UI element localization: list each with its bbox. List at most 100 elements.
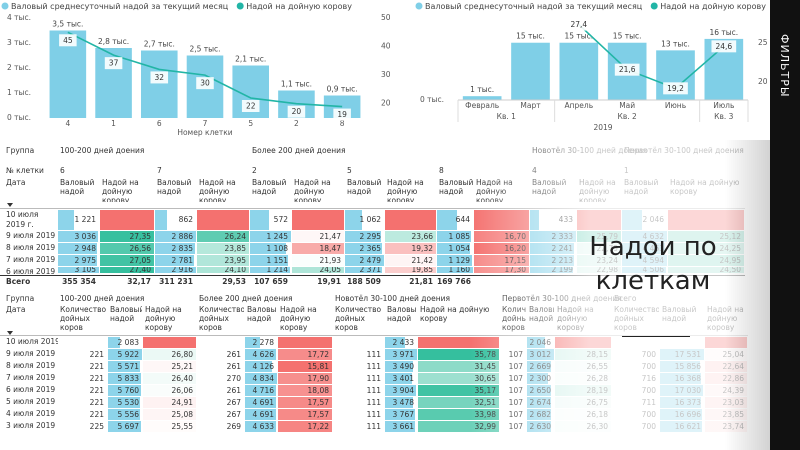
cell-value: 2 886 <box>171 232 193 241</box>
sidebar-label[interactable]: ФИЛЬТРЫ <box>778 34 791 98</box>
date-cell: 6 июля 2019 г. <box>6 385 58 394</box>
column-header: Надой на дойную корову <box>102 178 139 202</box>
cell-value: 2 433 <box>392 338 414 347</box>
column-header: Валовый надой <box>247 305 277 323</box>
table-cell: 5 922 <box>108 349 142 360</box>
cell-value: 25,55 <box>171 422 193 431</box>
cell-value: 2 371 <box>359 267 381 273</box>
cell-value: 1 129 <box>448 256 470 265</box>
line-value-label: 45 <box>63 36 73 45</box>
date-cell: 7 июля 2019 г. <box>6 373 58 382</box>
table-cell: 1 214 <box>250 267 291 273</box>
cell-value: 1 062 <box>359 215 381 224</box>
line-value-label: 22 <box>246 102 256 111</box>
date-cell: 10 июля 2019 г. <box>6 337 58 346</box>
cell-value: 24,10 <box>224 267 246 273</box>
data-bar <box>108 337 120 348</box>
cell-value: 4 126 <box>252 362 274 371</box>
date-cell: 4 июля 2019 г. <box>6 409 58 418</box>
bar-value-label: 1 тыс. <box>470 85 494 94</box>
data-bar <box>437 210 457 230</box>
cell-value: 25,08 <box>171 410 193 419</box>
bar <box>462 96 502 100</box>
table-cell: 26,80 <box>143 349 196 360</box>
cell-value: 17,57 <box>307 398 329 407</box>
data-bar <box>385 409 416 420</box>
data-bar <box>245 337 261 348</box>
cell-value: 25,21 <box>171 362 193 371</box>
table-cell: 111 <box>333 385 384 396</box>
cell-value: 2 365 <box>359 244 381 253</box>
cell-value: 23,85 <box>224 244 246 253</box>
cell-value: 111 <box>366 422 381 431</box>
table-cell: 3 478 <box>385 397 417 408</box>
table-cell: 4 633 <box>245 421 277 432</box>
data-bar <box>385 337 405 348</box>
group-label: Более 200 дней доения <box>199 294 293 303</box>
cell-value: 1 108 <box>266 244 288 253</box>
bar-value-label: 2,7 тыс. <box>144 40 175 49</box>
sidebar[interactable]: ФИЛЬТРЫ <box>770 0 800 450</box>
table-cell: 3 971 <box>385 349 417 360</box>
table-cell: 267 <box>197 409 244 420</box>
data-bar <box>108 421 141 432</box>
table-cell: 261 <box>197 361 244 372</box>
cell-value <box>58 337 107 348</box>
cell-value: 111 <box>366 350 381 359</box>
y-tick-label: 0 тыс. <box>420 95 444 104</box>
data-bar <box>245 385 277 396</box>
table-cell: 1 221 <box>58 210 99 230</box>
cell-value: 2 948 <box>74 244 96 253</box>
line-label-box <box>614 63 640 76</box>
data-bar <box>155 267 196 273</box>
table-cell: 23,95 <box>197 255 249 266</box>
date-cell: 9 июля 2019 г. <box>6 231 58 240</box>
cell-value: 5 530 <box>117 398 139 407</box>
table-cell: 21,47 <box>292 231 344 242</box>
cell-value: 26,06 <box>171 386 193 395</box>
table-cell: 1 108 <box>250 243 291 254</box>
table-cell: 5 571 <box>108 361 142 372</box>
data-bar <box>58 255 98 266</box>
data-bar <box>345 255 384 266</box>
y2-tick-label: 50 <box>381 13 391 22</box>
cell-value: 225 <box>89 422 104 431</box>
column-header: Надой на дойную корову <box>420 305 490 323</box>
date-cell: 6 июля 2019 г. <box>6 267 58 274</box>
bar-value-label: 15 тыс. <box>564 32 593 41</box>
cell-value: 17,22 <box>307 422 329 431</box>
x-tick-label: 8 <box>340 119 345 128</box>
cell-value <box>385 210 436 230</box>
cell-value: 2 479 <box>359 256 381 265</box>
table-cell <box>278 337 332 348</box>
table-cell: 17,22 <box>278 421 332 432</box>
y2-tick-label: 20 <box>381 99 391 108</box>
column-header: Надой на дойную корову <box>280 305 317 332</box>
table-cell: 3 661 <box>385 421 417 432</box>
data-bar <box>345 210 362 230</box>
table-cell: 1 129 <box>437 255 473 266</box>
total-cell: 32,17 <box>127 277 151 286</box>
cell-value: 2 781 <box>171 256 193 265</box>
table-cell: 17,90 <box>278 373 332 384</box>
table-cell: 111 <box>333 361 384 372</box>
table-cell: 221 <box>58 385 107 396</box>
cell-value: 221 <box>89 374 104 383</box>
line <box>578 23 725 90</box>
table-cell: 2 781 <box>155 255 196 266</box>
table-cell <box>143 337 196 348</box>
cell-value: 1 245 <box>266 232 288 241</box>
cell-value: 27,35 <box>129 232 151 241</box>
cell-value: 26,80 <box>171 350 193 359</box>
cell-value: 4 834 <box>252 374 274 383</box>
table-cell: 2 371 <box>345 267 384 273</box>
table-cell: 644 <box>437 210 473 230</box>
cell-value <box>278 337 332 348</box>
column-header: Надой на дойную корову <box>387 178 424 202</box>
cell-number: 5 <box>347 166 352 175</box>
table-cell: 111 <box>333 421 384 432</box>
table-cell: 27,40 <box>100 267 154 273</box>
table-cell: 261 <box>197 349 244 360</box>
table-cell: 26,56 <box>100 243 154 254</box>
